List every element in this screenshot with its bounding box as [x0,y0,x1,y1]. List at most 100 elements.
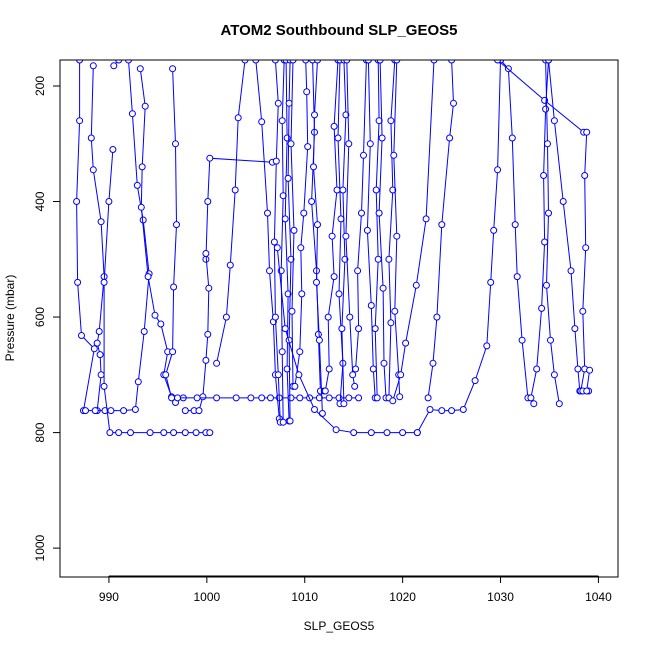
data-point [375,209,383,217]
data-point [430,60,438,64]
series-line-14 [284,60,290,422]
data-point [286,417,294,425]
data-point [350,429,358,437]
series-line-1 [85,65,105,412]
data-point [281,325,289,333]
series-line-2 [95,60,150,412]
data-point [181,429,189,437]
series-line-35 [497,60,585,133]
data-point [341,255,349,263]
data-point [355,394,363,402]
series-line-32 [416,60,501,433]
data-point [542,105,550,113]
data-point [110,62,118,70]
data-point [438,407,446,415]
y-tick-label: 1000 [33,534,47,561]
data-point [120,407,128,415]
data-point [157,320,165,328]
series-line-38 [548,60,589,392]
data-point [131,406,139,413]
data-point [438,221,446,229]
series-line-25 [366,60,376,398]
data-point [169,348,177,356]
series-line-13 [280,60,285,423]
data-point [387,117,395,125]
data-point [337,215,345,223]
data-point [168,394,176,402]
data-point [199,393,207,401]
data-point [279,418,287,426]
data-point [541,238,549,246]
data-point [373,394,381,402]
data-point [115,429,123,437]
data-point [513,273,521,281]
data-point [97,371,105,379]
data-point [284,174,292,182]
data-point [393,60,401,64]
data-point [380,359,388,367]
data-point [494,166,502,174]
data-point [146,429,154,437]
data-point [335,394,343,402]
data-point [287,140,295,148]
data-point [335,290,343,298]
data-point [258,394,266,402]
data-point [78,332,85,339]
data-point [385,255,393,263]
data-point [390,151,398,159]
data-point [204,330,212,338]
data-point [97,218,105,226]
data-point [412,281,420,289]
data-point [73,198,81,205]
data-point [160,429,168,437]
series-line-26 [374,60,380,398]
data-point [89,166,97,174]
data-point [193,394,201,402]
data-point [389,397,397,405]
data-point [583,128,591,136]
data-point [345,394,353,402]
data-point [545,60,552,64]
data-point [247,394,255,402]
data-point [349,371,357,379]
data-point [162,371,170,379]
data-point [100,278,108,286]
data-point [174,394,181,402]
data-point [333,186,341,194]
data-point [487,278,495,286]
data-point [151,311,159,319]
data-point [582,244,590,252]
data-point [96,351,104,359]
data-point [371,325,379,333]
x-tick-label: 1010 [291,590,318,604]
data-point [105,198,113,205]
data-point [89,62,97,70]
data-point [543,281,550,289]
y-tick-label: 800 [33,422,47,442]
x-tick-label: 1030 [487,590,514,604]
series-line-28 [388,60,396,398]
series-line-7 [205,157,273,260]
series-line-16 [290,60,295,387]
data-point [315,394,323,402]
x-tick-label: 1040 [585,590,612,604]
data-point [278,348,286,356]
data-point [490,226,498,234]
data-point [283,365,291,373]
series-line-24 [355,60,367,370]
y-axis-label: Pressure (mbar) [3,275,17,362]
data-point [374,255,382,263]
data-point [300,209,308,217]
data-point [298,290,306,298]
data-point [91,407,99,415]
data-point [314,60,321,64]
data-point [287,394,295,402]
data-point [274,371,282,379]
data-point [226,261,234,269]
data-point [204,198,212,205]
series-line-29 [393,60,401,397]
data-point [367,429,375,437]
data-point [426,406,434,413]
data-point [315,336,323,344]
data-point [138,163,146,171]
